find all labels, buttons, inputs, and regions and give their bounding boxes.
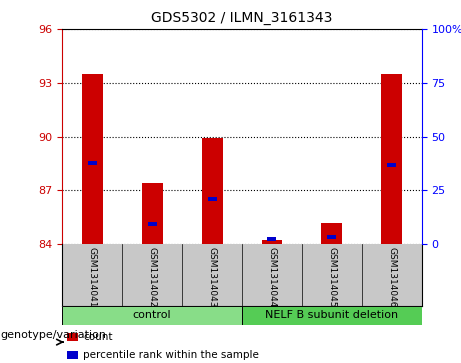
Bar (62, 306, 242, 325)
Bar (242, 306, 422, 325)
Bar (321, 223, 343, 244)
Text: control: control (133, 310, 171, 321)
Text: percentile rank within the sample: percentile rank within the sample (83, 350, 259, 360)
Text: GSM1314046: GSM1314046 (387, 247, 396, 307)
Bar (88, 162, 97, 166)
Bar (261, 240, 283, 244)
Text: GSM1314045: GSM1314045 (327, 247, 337, 307)
Bar (267, 237, 277, 241)
Text: GSM1314044: GSM1314044 (267, 247, 277, 307)
Text: GSM1314042: GSM1314042 (148, 247, 157, 307)
Text: GSM1314041: GSM1314041 (88, 247, 97, 307)
Bar (67, 333, 78, 341)
Text: count: count (83, 332, 112, 342)
Bar (327, 235, 337, 239)
Bar (207, 197, 217, 201)
Bar (201, 138, 223, 244)
Bar (82, 74, 103, 244)
Bar (67, 351, 78, 359)
Title: GDS5302 / ILMN_3161343: GDS5302 / ILMN_3161343 (151, 11, 333, 25)
Bar (381, 74, 402, 244)
Bar (148, 222, 157, 226)
Text: genotype/variation: genotype/variation (0, 330, 106, 339)
Text: NELF B subunit deletion: NELF B subunit deletion (266, 310, 398, 321)
Bar (387, 163, 396, 167)
Text: GSM1314043: GSM1314043 (207, 247, 217, 307)
Bar (142, 183, 163, 244)
